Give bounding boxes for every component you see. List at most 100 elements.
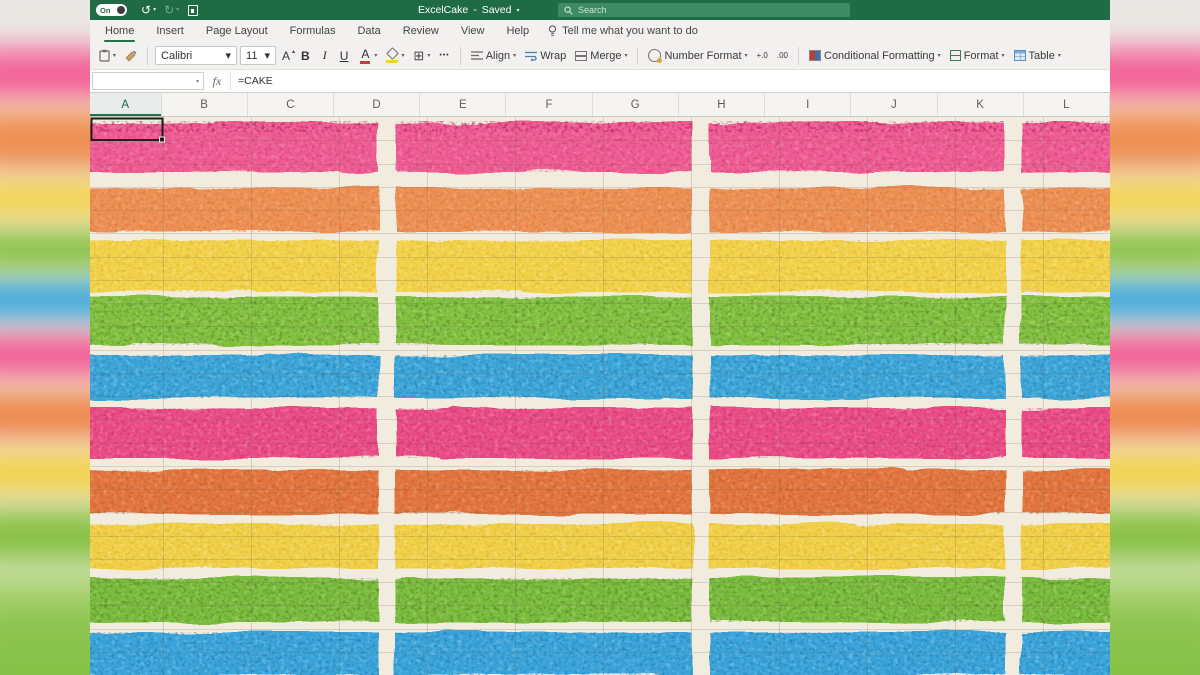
format-painter-button[interactable] [122, 50, 140, 62]
increase-font-size-button[interactable]: A ▴ [279, 49, 295, 63]
spreadsheet-grid[interactable] [90, 117, 1110, 675]
cake-band-yellow [90, 240, 1110, 292]
align-button[interactable]: Align ▾ [468, 50, 519, 62]
more-font-options-button[interactable]: ••• [439, 52, 450, 59]
format-button[interactable]: Format ▾ [947, 50, 1008, 62]
paste-button[interactable]: ▾ [96, 49, 119, 62]
undo-dropdown-icon[interactable]: ▾ [153, 7, 157, 13]
table-button[interactable]: Table ▾ [1011, 50, 1064, 62]
column-header-f[interactable]: F [506, 93, 593, 116]
toolbar-divider [459, 46, 461, 65]
tab-formulas[interactable]: Formulas [289, 25, 336, 37]
wrap-text-button[interactable]: Wrap [522, 50, 569, 62]
formula-input[interactable]: =CAKE [231, 72, 1108, 90]
toolbar-divider [147, 46, 149, 65]
italic-button[interactable]: I [322, 48, 327, 62]
column-header-row: A B C D E F G H I J K L [90, 93, 1110, 117]
redo-dropdown-icon: ▾ [176, 7, 180, 13]
font-color-button[interactable]: A ▾ [356, 47, 380, 64]
background-blur-right-gradient [1110, 0, 1200, 675]
column-header-h[interactable]: H [679, 93, 766, 116]
cake-band-yellow-2 [90, 524, 1110, 568]
borders-button[interactable]: ⊞ ▾ [410, 49, 433, 62]
cake-slice-gap [1004, 117, 1022, 675]
tab-insert[interactable]: Insert [156, 25, 184, 37]
align-icon [470, 50, 483, 60]
column-header-e[interactable]: E [420, 93, 507, 116]
fill-color-icon [386, 46, 400, 63]
autosave-toggle[interactable]: On [96, 4, 127, 16]
title-dropdown-icon[interactable]: ▾ [516, 7, 520, 14]
number-format-dropdown-icon: ▾ [744, 53, 748, 59]
cake-slice-gap [378, 117, 396, 675]
column-header-j[interactable]: J [851, 93, 938, 116]
cake-band-pink-2 [90, 408, 1110, 458]
insert-function-button[interactable]: fx [204, 72, 231, 90]
increase-decimal-button[interactable]: +.0 [756, 51, 768, 60]
font-name-select[interactable]: Calibri ▾ [155, 46, 238, 65]
cake-slice-gaps [378, 117, 1022, 675]
background-blur-right [1110, 0, 1200, 675]
align-dropdown-icon: ▾ [513, 53, 517, 59]
undo-button[interactable]: ↺ ▾ [141, 3, 157, 17]
fill-color-button[interactable]: ▾ [383, 46, 407, 63]
paste-icon [99, 49, 110, 62]
redo-button[interactable]: ↻ ▾ [164, 3, 180, 17]
column-header-c[interactable]: C [248, 93, 334, 116]
cake-band-green [90, 297, 1110, 345]
name-box[interactable]: ▾ [92, 72, 204, 90]
table-label: Table [1028, 49, 1055, 62]
background-blur-left-gradient [0, 0, 90, 675]
number-format-icon [648, 49, 663, 63]
tab-review[interactable]: Review [402, 25, 439, 37]
save-icon[interactable] [188, 4, 199, 16]
column-header-l[interactable]: L [1024, 93, 1110, 116]
column-header-d[interactable]: D [334, 93, 421, 116]
column-header-b[interactable]: B [162, 93, 248, 116]
background-blur-left [0, 0, 90, 675]
tab-view[interactable]: View [460, 25, 485, 37]
format-painter-icon [125, 50, 137, 62]
document-title[interactable]: ExcelCake - Saved ▾ [418, 0, 520, 20]
number-format-label: Number Format [664, 49, 742, 62]
column-header-i[interactable]: I [765, 93, 852, 116]
align-label: Align [485, 49, 511, 62]
fx-icon: fx [212, 73, 222, 88]
paste-dropdown-icon[interactable]: ▾ [113, 53, 117, 59]
number-format-button[interactable]: Number Format ▾ [645, 49, 750, 63]
table-icon [1013, 50, 1026, 61]
font-name-dropdown-icon: ▾ [225, 50, 232, 62]
merge-button[interactable]: Merge ▾ [572, 50, 630, 62]
cake-slice-gap [692, 117, 710, 675]
conditional-formatting-button[interactable]: Conditional Formatting ▾ [806, 50, 944, 62]
active-cell-selection [90, 117, 165, 143]
font-color-dropdown-icon[interactable]: ▾ [374, 53, 378, 59]
document-title-separator: - [473, 4, 477, 16]
formula-bar: ▾ fx =CAKE [90, 70, 1110, 93]
name-box-dropdown-icon[interactable]: ▾ [195, 78, 199, 85]
document-save-status: Saved [481, 4, 512, 16]
decrease-decimal-button[interactable]: .00 [776, 51, 788, 60]
tab-help[interactable]: Help [506, 25, 530, 37]
tab-page-layout[interactable]: Page Layout [205, 25, 268, 37]
tell-me-box[interactable]: Tell me what you want to do [540, 24, 706, 38]
tab-home[interactable]: Home [94, 20, 145, 42]
column-header-a[interactable]: A [90, 93, 162, 116]
selection-fill-handle[interactable] [159, 136, 165, 143]
font-size-select[interactable]: 11 ▾ [240, 46, 277, 65]
tab-data[interactable]: Data [357, 25, 381, 37]
cake-band-green-2 [90, 578, 1110, 622]
borders-dropdown-icon[interactable]: ▾ [427, 53, 431, 59]
format-label: Format [963, 49, 999, 62]
bold-button[interactable]: B [301, 48, 310, 63]
column-header-k[interactable]: K [938, 93, 1024, 116]
font-name-value: Calibri [161, 49, 193, 62]
excel-window: On ↺ ▾ ↻ ▾ ExcelCake - Saved ▾ Search [90, 0, 1110, 675]
column-header-g[interactable]: G [593, 93, 679, 116]
home-ribbon-toolbar: ▾ Calibri ▾ 11 ▾ A ▴ B I [90, 42, 1110, 70]
underline-button[interactable]: U [339, 48, 349, 63]
font-size-dropdown-icon: ▾ [264, 50, 271, 62]
search-box[interactable]: Search [558, 3, 850, 17]
cake-band-orange-2 [90, 470, 1110, 514]
fill-color-dropdown-icon[interactable]: ▾ [401, 53, 405, 59]
